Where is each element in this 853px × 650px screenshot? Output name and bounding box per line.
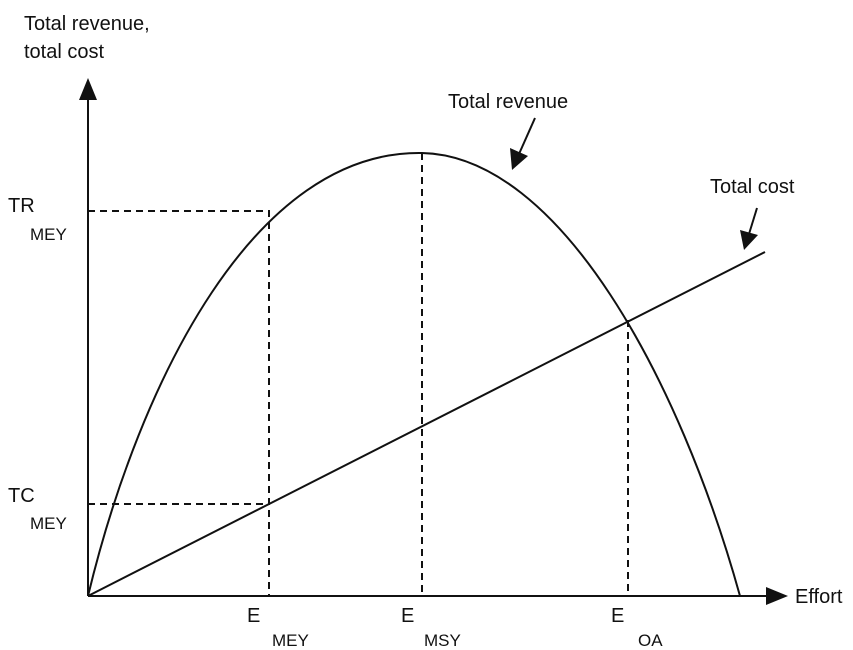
y-axis-label: Total revenue, [24,13,150,35]
marker-main: TR [8,195,35,217]
total-cost-line [87,251,766,597]
marker-main: TC [8,485,35,507]
marker-sub: OA [638,631,663,650]
marker-main: E [401,605,414,627]
curve-label: Total cost [710,176,795,198]
marker-sub: MEY [272,631,309,650]
y-axis-label: total cost [24,41,104,63]
marker-sub: MEY [30,514,67,533]
curve-label: Total revenue [448,91,568,113]
y-axis-arrow [79,78,97,100]
revenue-pointer [518,117,536,155]
x-axis-label: Effort [795,586,843,608]
revenue-pointer-head [510,148,528,170]
marker-main: E [247,605,260,627]
cost-pointer [748,207,758,235]
total-revenue-curve [87,151,741,597]
marker-sub: MSY [424,631,461,650]
x-axis-arrow [766,587,788,605]
marker-main: E [611,605,624,627]
marker-sub: MEY [30,225,67,244]
mey-guide [88,210,270,596]
cost-pointer-head [740,230,758,250]
